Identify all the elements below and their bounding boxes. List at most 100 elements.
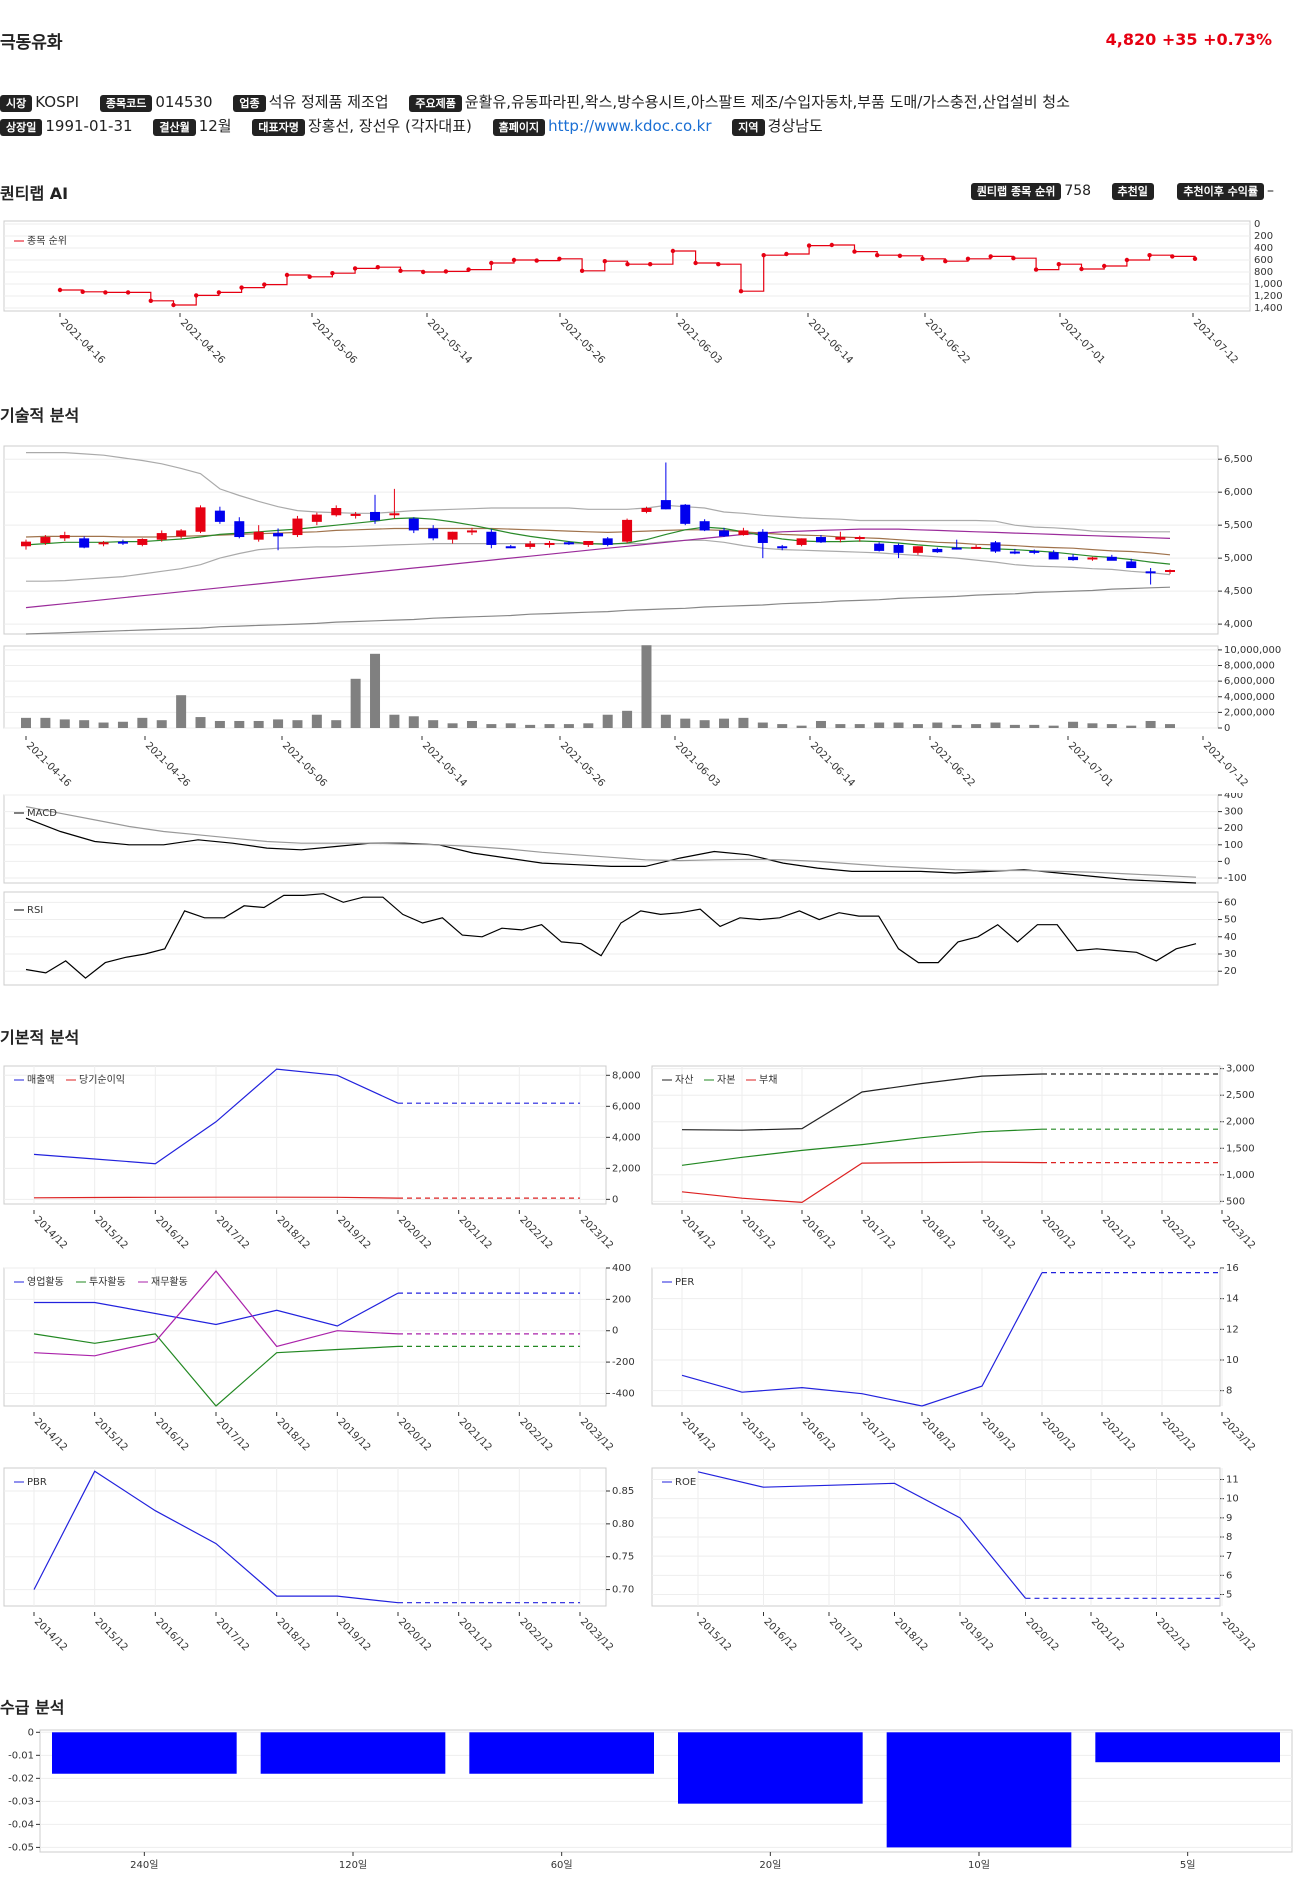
rank-point [148, 298, 153, 303]
x-tick-label: 2021/12 [457, 1416, 494, 1453]
candle-body [719, 530, 730, 537]
rank-point [398, 268, 403, 273]
x-tick-label: 2019/12 [335, 1416, 372, 1453]
x-tick-label: 2022/12 [1154, 1616, 1191, 1653]
volume-bar [234, 720, 245, 728]
y-tick-label: -400 [612, 1388, 635, 1399]
x-tick-label: 2021/12 [1100, 1214, 1137, 1251]
volume-bar [117, 721, 128, 728]
price-change-pct: +0.73% [1203, 30, 1272, 49]
candle-body [1165, 570, 1175, 573]
x-tick-label: 2023/12 [1220, 1616, 1257, 1653]
rank-point [670, 248, 676, 254]
volume-bar [932, 722, 943, 728]
x-tick-label: 2021-05-14 [420, 740, 469, 789]
y-tick-label: 200 [612, 1294, 631, 1305]
y-tick-label: 0 [612, 1194, 618, 1205]
y-tick-label: 30 [1224, 949, 1237, 960]
series-line [33, 1470, 399, 1604]
candle-body [641, 508, 652, 512]
macd-chart: -100 0 100 200 300 400 MACD [3, 793, 1247, 884]
volume-bar [137, 717, 148, 728]
volume-bar [1106, 724, 1117, 728]
candle-body [214, 510, 225, 522]
y-tick-label: 6 [1226, 1570, 1232, 1581]
listing-badge: 상장일 [0, 119, 43, 136]
x-tick-label: 2015/12 [93, 1416, 130, 1453]
y-tick-label: 2,000,000 [1224, 707, 1275, 718]
y-tick-label: 6,500 [1224, 454, 1253, 465]
rec-return-value: – [1267, 183, 1274, 199]
volume-bar [350, 678, 361, 728]
y-tick-label: 400 [612, 1263, 631, 1274]
x-tick-label: 2020/12 [1040, 1416, 1077, 1453]
volume-bar [525, 724, 536, 728]
candle-body [563, 542, 574, 545]
y-tick-label: 300 [1224, 807, 1243, 818]
candle-body [1106, 556, 1117, 561]
ma-60 [25, 528, 1171, 609]
x-tick-label: 2020/12 [396, 1616, 433, 1653]
supply-bar [886, 1732, 1072, 1848]
homepage-link[interactable]: http://www.kdoc.co.kr [548, 117, 712, 135]
candle-body [951, 547, 962, 550]
x-tick-label: 2021-07-01 [1058, 317, 1107, 366]
rank-point [80, 289, 85, 294]
candle-body [1126, 561, 1137, 569]
y-tick-label: -200 [612, 1357, 635, 1368]
industry-value: 석유 정제품 제조업 [268, 93, 389, 111]
x-tick-label: 2021-04-16 [24, 740, 73, 789]
y-tick-label: -0.05 [8, 1842, 34, 1853]
volume-bar [563, 724, 574, 728]
y-tick-label: 20 [1224, 966, 1237, 977]
rank-point [693, 260, 698, 266]
ceo-value: 장홍선, 장선우 (각자대표) [307, 117, 472, 135]
x-tick-label: 2018/12 [920, 1416, 957, 1453]
rank-point [239, 285, 244, 290]
rank-point [103, 290, 108, 295]
y-tick-label: 100 [1224, 840, 1243, 851]
x-tick-label: 2021/12 [1100, 1416, 1137, 1453]
volume-bar [253, 720, 264, 728]
rank-point [489, 260, 494, 266]
y-tick-label: 1,200 [1254, 291, 1283, 302]
series-line [681, 1128, 1043, 1166]
y-tick-label: 2,000 [612, 1163, 641, 1174]
code-badge: 종목코드 [99, 95, 153, 112]
supply-bar [1095, 1732, 1280, 1763]
x-tick-label: 2015/12 [93, 1616, 130, 1653]
volume-bar [1145, 720, 1156, 728]
rsi-line [25, 893, 1197, 979]
x-tick-label: 2019/12 [335, 1214, 372, 1251]
plot-frame [3, 891, 1219, 986]
volume-bar [874, 722, 885, 728]
x-tick-label: 2015/12 [740, 1214, 777, 1251]
rank-point [307, 274, 312, 279]
rank-point [648, 262, 653, 267]
x-tick-label: 2020/12 [1023, 1616, 1060, 1653]
rank-point [761, 253, 766, 258]
x-tick-label: 2023/12 [1220, 1214, 1257, 1251]
candle-body [176, 530, 187, 537]
y-tick-label: 5,500 [1224, 520, 1253, 531]
candle-body [835, 537, 846, 540]
rank-point [511, 257, 517, 263]
y-tick-label: 0 [1224, 723, 1230, 734]
candle-body [311, 514, 322, 522]
series-line [681, 1161, 1043, 1204]
price-chart: 4,000 4,500 5,000 5,500 6,000 6,500 [3, 445, 1253, 635]
y-tick-label: -0.02 [8, 1773, 34, 1784]
y-tick-label: 3,000 [1226, 1064, 1255, 1075]
y-tick-label: 60 [1224, 897, 1237, 908]
info-row-2: 상장일 1991-01-31 결산월 12월 대표자명 장홍선, 장선우 (각자대표)… [0, 114, 839, 140]
x-tick-label: 2023/12 [578, 1214, 615, 1251]
rank-point [1102, 263, 1107, 269]
y-tick-label: 1,000 [1254, 279, 1283, 290]
info-row-1: 시장 KOSPI 종목코드 014530 업종 석유 정제품 제조업 주요제품 윤활유,… [0, 90, 1086, 116]
candle-body [777, 546, 788, 549]
candle-body [117, 541, 128, 544]
company-name: 극동유화 [0, 33, 63, 53]
volume-bar [214, 720, 225, 728]
x-tick-label: 2023/12 [578, 1616, 615, 1653]
